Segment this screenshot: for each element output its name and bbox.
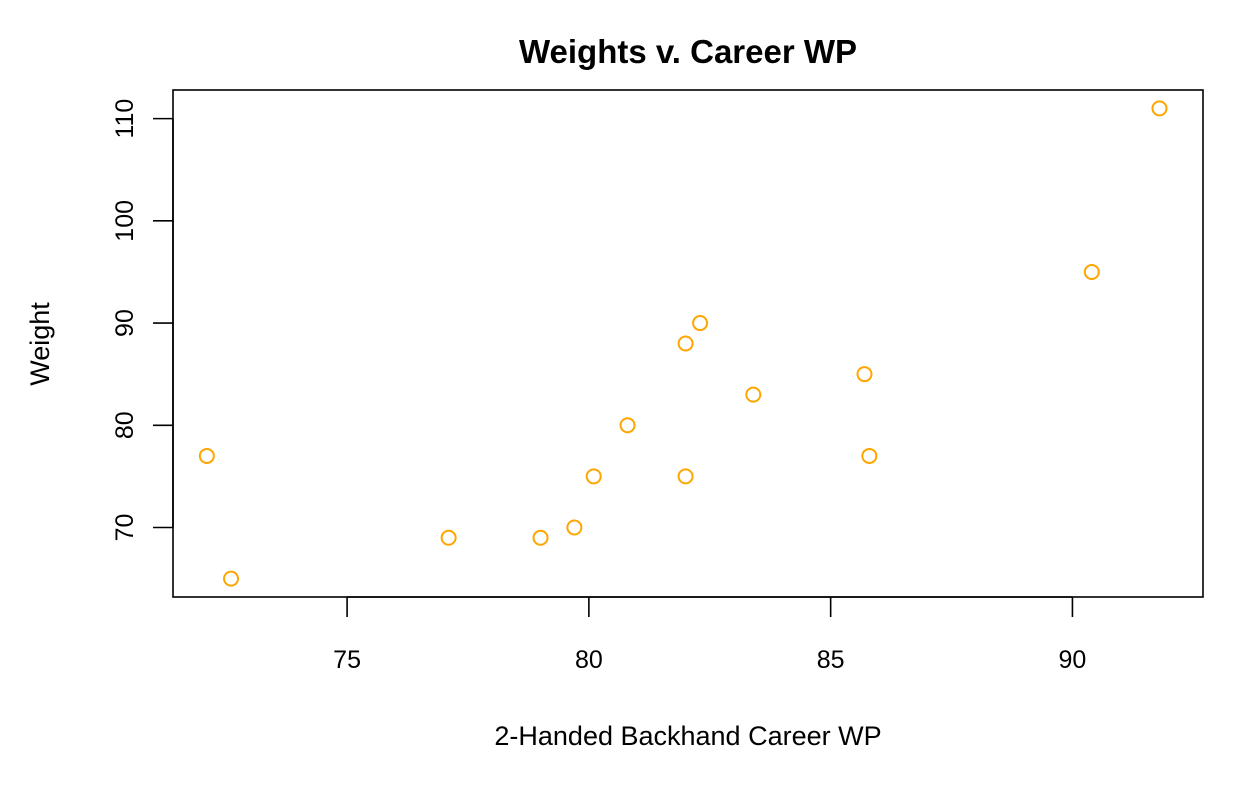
x-axis-title: 2-Handed Backhand Career WP [494, 721, 881, 751]
data-point [619, 417, 636, 434]
plot-frame [172, 89, 1204, 598]
y-tick-label: 110 [111, 99, 139, 139]
y-axis-title: Weight [25, 302, 55, 386]
x-tick-label: 85 [817, 646, 845, 674]
data-points [198, 100, 1168, 587]
y-tick-label: 70 [111, 514, 139, 542]
data-point [1083, 263, 1100, 280]
data-point [1151, 100, 1168, 117]
y-tick-label: 90 [111, 309, 139, 337]
y-tick-label: 80 [111, 411, 139, 439]
data-point [440, 529, 457, 546]
chart-title: Weights v. Career WP [519, 33, 857, 70]
x-axis: 75 80 85 90 [333, 596, 1087, 674]
data-point [856, 366, 873, 383]
data-point [745, 386, 762, 403]
data-point [677, 468, 694, 485]
y-axis: 70 80 90 100 110 [111, 99, 174, 542]
data-point [566, 519, 583, 536]
x-tick-label: 90 [1059, 646, 1087, 674]
x-tick-label: 75 [333, 646, 361, 674]
data-point [532, 529, 549, 546]
data-point [677, 335, 694, 352]
x-tick-label: 80 [575, 646, 603, 674]
data-point [223, 570, 240, 587]
y-tick-label: 100 [111, 200, 139, 242]
data-point [198, 447, 215, 464]
data-point [861, 447, 878, 464]
data-point [585, 468, 602, 485]
data-point [692, 315, 709, 332]
